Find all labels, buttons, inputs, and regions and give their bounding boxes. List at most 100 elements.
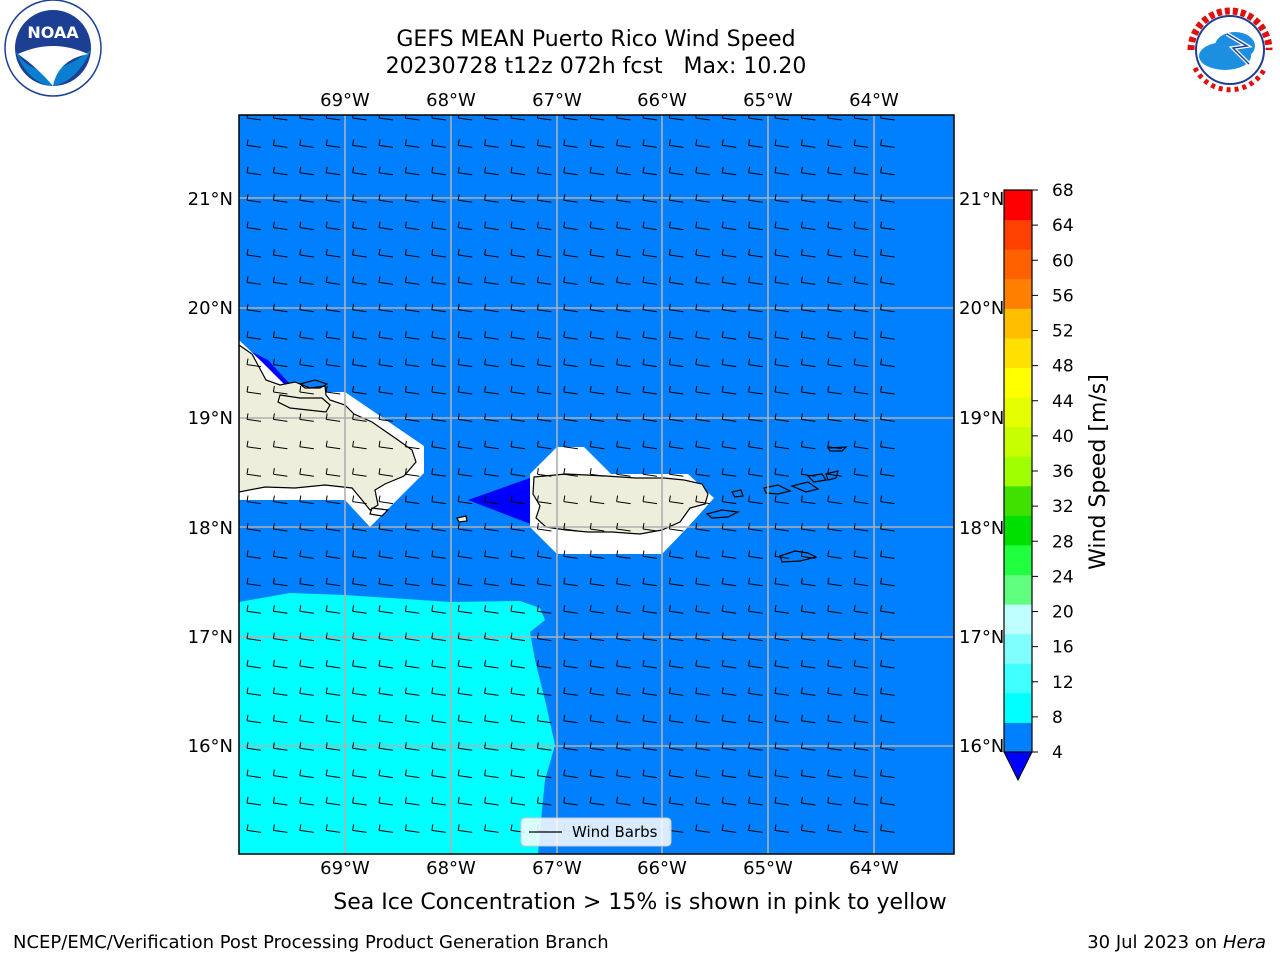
wind-barb xyxy=(748,796,763,806)
wind-barb xyxy=(800,385,816,395)
wind-barb xyxy=(431,248,446,258)
wind-barb xyxy=(457,468,473,477)
wind-barb xyxy=(774,166,790,176)
wind-barb xyxy=(352,714,367,724)
wind-barb xyxy=(378,385,394,395)
wind-barb xyxy=(563,522,578,532)
wind-barb xyxy=(325,358,341,368)
wind-barb xyxy=(668,248,684,258)
wind-barb xyxy=(616,742,631,751)
colorbar-tick-label: 28 xyxy=(1052,532,1074,552)
wind-barb xyxy=(246,550,262,559)
wind-barb xyxy=(325,714,341,724)
wind-barb xyxy=(352,659,367,669)
wind-barb xyxy=(484,577,499,587)
lon-label-top: 65°W xyxy=(743,90,793,111)
wind-barb xyxy=(642,221,658,231)
wind-barb xyxy=(880,796,895,806)
wind-barb xyxy=(616,115,631,121)
wind-barb xyxy=(563,358,578,368)
wind-barb xyxy=(325,385,341,395)
wind-barb xyxy=(721,522,737,532)
wind-barb xyxy=(853,468,869,477)
wind-barb xyxy=(827,248,842,258)
wind-barb xyxy=(536,742,552,751)
wind-barb xyxy=(299,577,314,587)
wind-barb xyxy=(774,495,790,505)
wind-barb xyxy=(299,221,314,231)
wind-barb xyxy=(827,468,842,477)
wind-barb xyxy=(642,440,658,450)
wind-barb xyxy=(563,550,578,559)
colorbar-segment xyxy=(1004,604,1032,635)
wind-barb xyxy=(800,276,816,285)
wind-barb xyxy=(431,385,446,395)
wind-barb xyxy=(272,632,288,642)
colorbar-segment xyxy=(1004,515,1032,546)
wind-barb xyxy=(246,605,262,614)
wind-barb xyxy=(721,276,737,285)
wind-barb xyxy=(668,632,684,642)
wind-barb xyxy=(299,632,314,642)
colorbar-segment xyxy=(1004,337,1032,368)
colorbar-tick-label: 4 xyxy=(1052,743,1063,763)
wind-barb xyxy=(668,742,684,751)
wind-barb xyxy=(880,632,895,642)
wind-barb xyxy=(563,687,578,696)
wind-barb xyxy=(536,659,552,669)
wind-barb xyxy=(246,714,262,724)
wind-barb xyxy=(299,331,314,340)
wind-barb xyxy=(431,714,446,724)
wind-barb xyxy=(272,139,288,148)
wind-barb xyxy=(616,248,631,258)
colorbar-tick-label: 52 xyxy=(1052,322,1074,342)
wind-barb xyxy=(325,550,341,559)
wind-barb xyxy=(853,605,869,614)
wind-barb xyxy=(642,248,658,258)
legend-label: Wind Barbs xyxy=(572,823,658,841)
wind-barb xyxy=(536,796,552,806)
wind-barb xyxy=(536,632,552,642)
wind-barb xyxy=(748,769,763,779)
wind-barb xyxy=(827,796,842,806)
wind-barb xyxy=(484,550,499,559)
wind-barb xyxy=(774,440,790,450)
wind-barb xyxy=(853,385,869,395)
wind-barb xyxy=(378,577,394,587)
wind-barb xyxy=(589,358,605,368)
wind-barb xyxy=(352,413,367,422)
wind-barb xyxy=(272,742,288,751)
wind-barb xyxy=(272,166,288,176)
wind-barb xyxy=(880,139,895,148)
wind-barb xyxy=(484,659,499,669)
wind-barb xyxy=(589,331,605,340)
hispaniola-north-coast xyxy=(277,394,331,413)
wind-barb xyxy=(616,714,631,724)
wind-barb xyxy=(748,468,763,477)
mona-island xyxy=(456,515,468,523)
wind-barb xyxy=(404,221,420,231)
wind-barb xyxy=(721,742,737,751)
wind-barb xyxy=(800,742,816,751)
wind-barb xyxy=(404,413,420,422)
wind-barb xyxy=(352,495,367,505)
wind-barb xyxy=(536,687,552,696)
wind-barb xyxy=(721,495,737,505)
wind-barb xyxy=(563,577,578,587)
wind-barb xyxy=(246,331,262,340)
wind-barb xyxy=(404,577,420,587)
wind-barb xyxy=(827,276,842,285)
wind-barb xyxy=(589,139,605,148)
wind-barb xyxy=(695,115,710,121)
wind-barb xyxy=(352,632,367,642)
colorbar-under-arrow xyxy=(1003,751,1033,782)
wind-barb xyxy=(563,331,578,340)
wind-barb xyxy=(853,413,869,422)
wind-barb xyxy=(589,522,605,532)
wind-barb xyxy=(827,166,842,176)
wind-barb xyxy=(352,468,367,477)
wind-barb xyxy=(774,632,790,642)
wind-barb xyxy=(536,577,552,587)
wind-barb xyxy=(827,358,842,368)
map-frame xyxy=(238,114,955,855)
